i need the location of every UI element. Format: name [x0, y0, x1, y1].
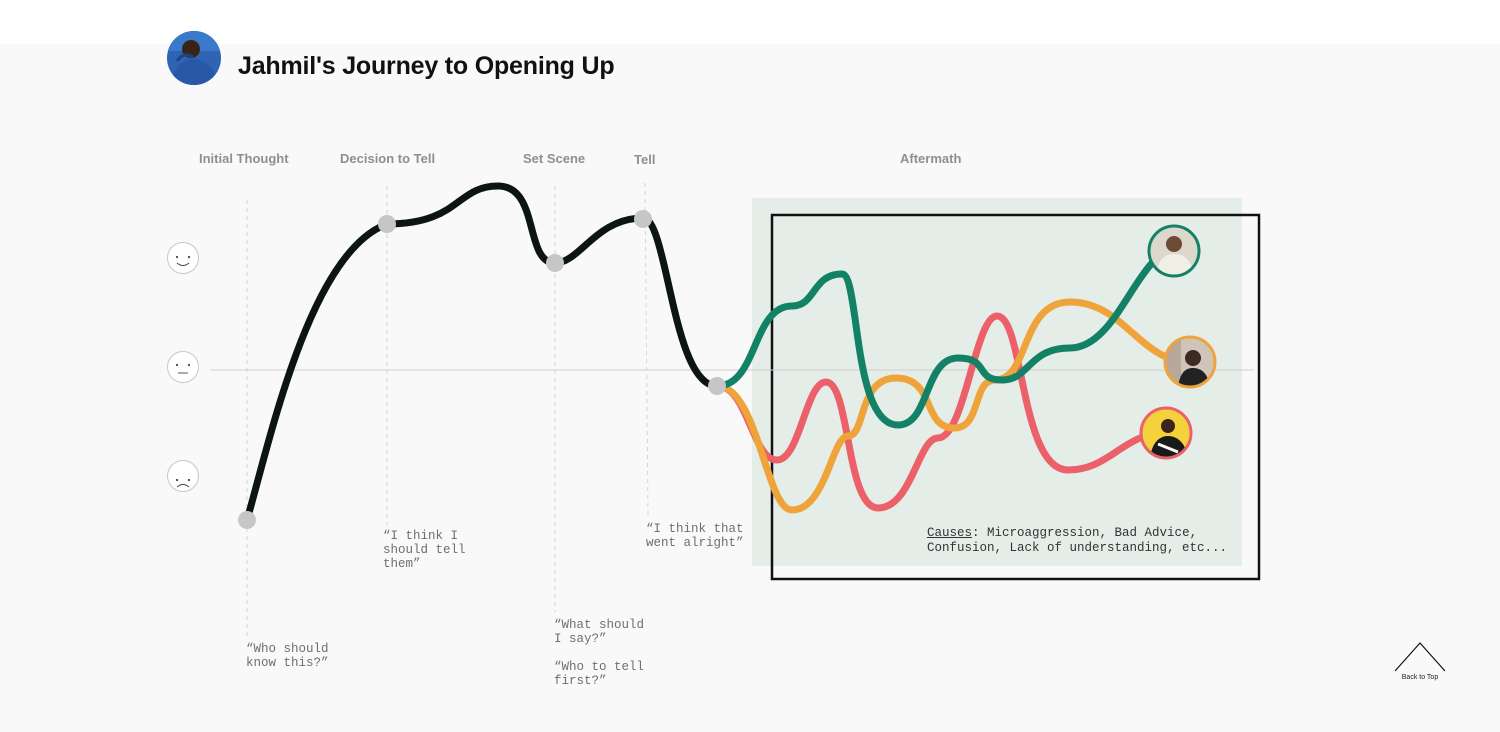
- aftermath-frame: [770, 213, 1261, 581]
- milestone-decision: [378, 215, 396, 233]
- page-title: Jahmil's Journey to Opening Up: [238, 52, 615, 80]
- neutral-face-icon: [167, 351, 199, 383]
- milestone-markers: [238, 210, 726, 529]
- journey-panel: [0, 44, 1500, 732]
- chevron-up-icon: [1394, 642, 1446, 672]
- branch-line-orange: [713, 298, 1194, 514]
- portrait-orange-icon: [1163, 335, 1217, 389]
- phase-set-scene: Set Scene: [523, 151, 586, 166]
- milestone-tell: [634, 210, 652, 228]
- quote-set-scene-1: “What should I say?”: [554, 618, 645, 646]
- journey-line-main: [243, 182, 721, 524]
- causes-label: Causes: [927, 526, 973, 540]
- back-to-top-label: Back to Top: [1401, 674, 1439, 681]
- back-to-top-button[interactable]: Back to Top: [1390, 640, 1450, 688]
- portrait-red-icon: [1139, 406, 1193, 460]
- quote-initial-thought: “Who should know this?”: [246, 642, 329, 670]
- phase-initial-thought: Initial Thought: [199, 151, 289, 166]
- causes-line-1: Microaggression, Bad Advice,: [987, 526, 1198, 540]
- portrait-green-icon: [1147, 224, 1201, 278]
- milestone-initial-thought: [238, 511, 256, 529]
- phase-guides: [246, 182, 649, 636]
- sad-face-icon: [167, 460, 199, 492]
- branch-line-green: [713, 247, 1178, 429]
- branch-line-red: [713, 312, 1170, 512]
- person-avatar-icon: [167, 31, 221, 85]
- quote-set-scene-2: “Who to tell first?”: [554, 660, 645, 688]
- phase-aftermath: Aftermath: [900, 151, 962, 166]
- causes-line-2: Confusion, Lack of understanding, etc...: [927, 540, 1228, 555]
- aftermath-causes: Causes: Microaggression, Bad Advice, Con…: [927, 526, 1228, 555]
- happy-face-icon: [167, 242, 199, 274]
- quote-tell: “I think that went alright”: [646, 522, 744, 550]
- phase-decision-to-tell: Decision to Tell: [340, 151, 436, 166]
- milestone-set-scene: [546, 254, 564, 272]
- milestone-aftermath-start: [708, 377, 726, 395]
- phase-tell: Tell: [634, 152, 656, 167]
- quote-decision-to-tell: “I think I should tell them”: [383, 529, 466, 571]
